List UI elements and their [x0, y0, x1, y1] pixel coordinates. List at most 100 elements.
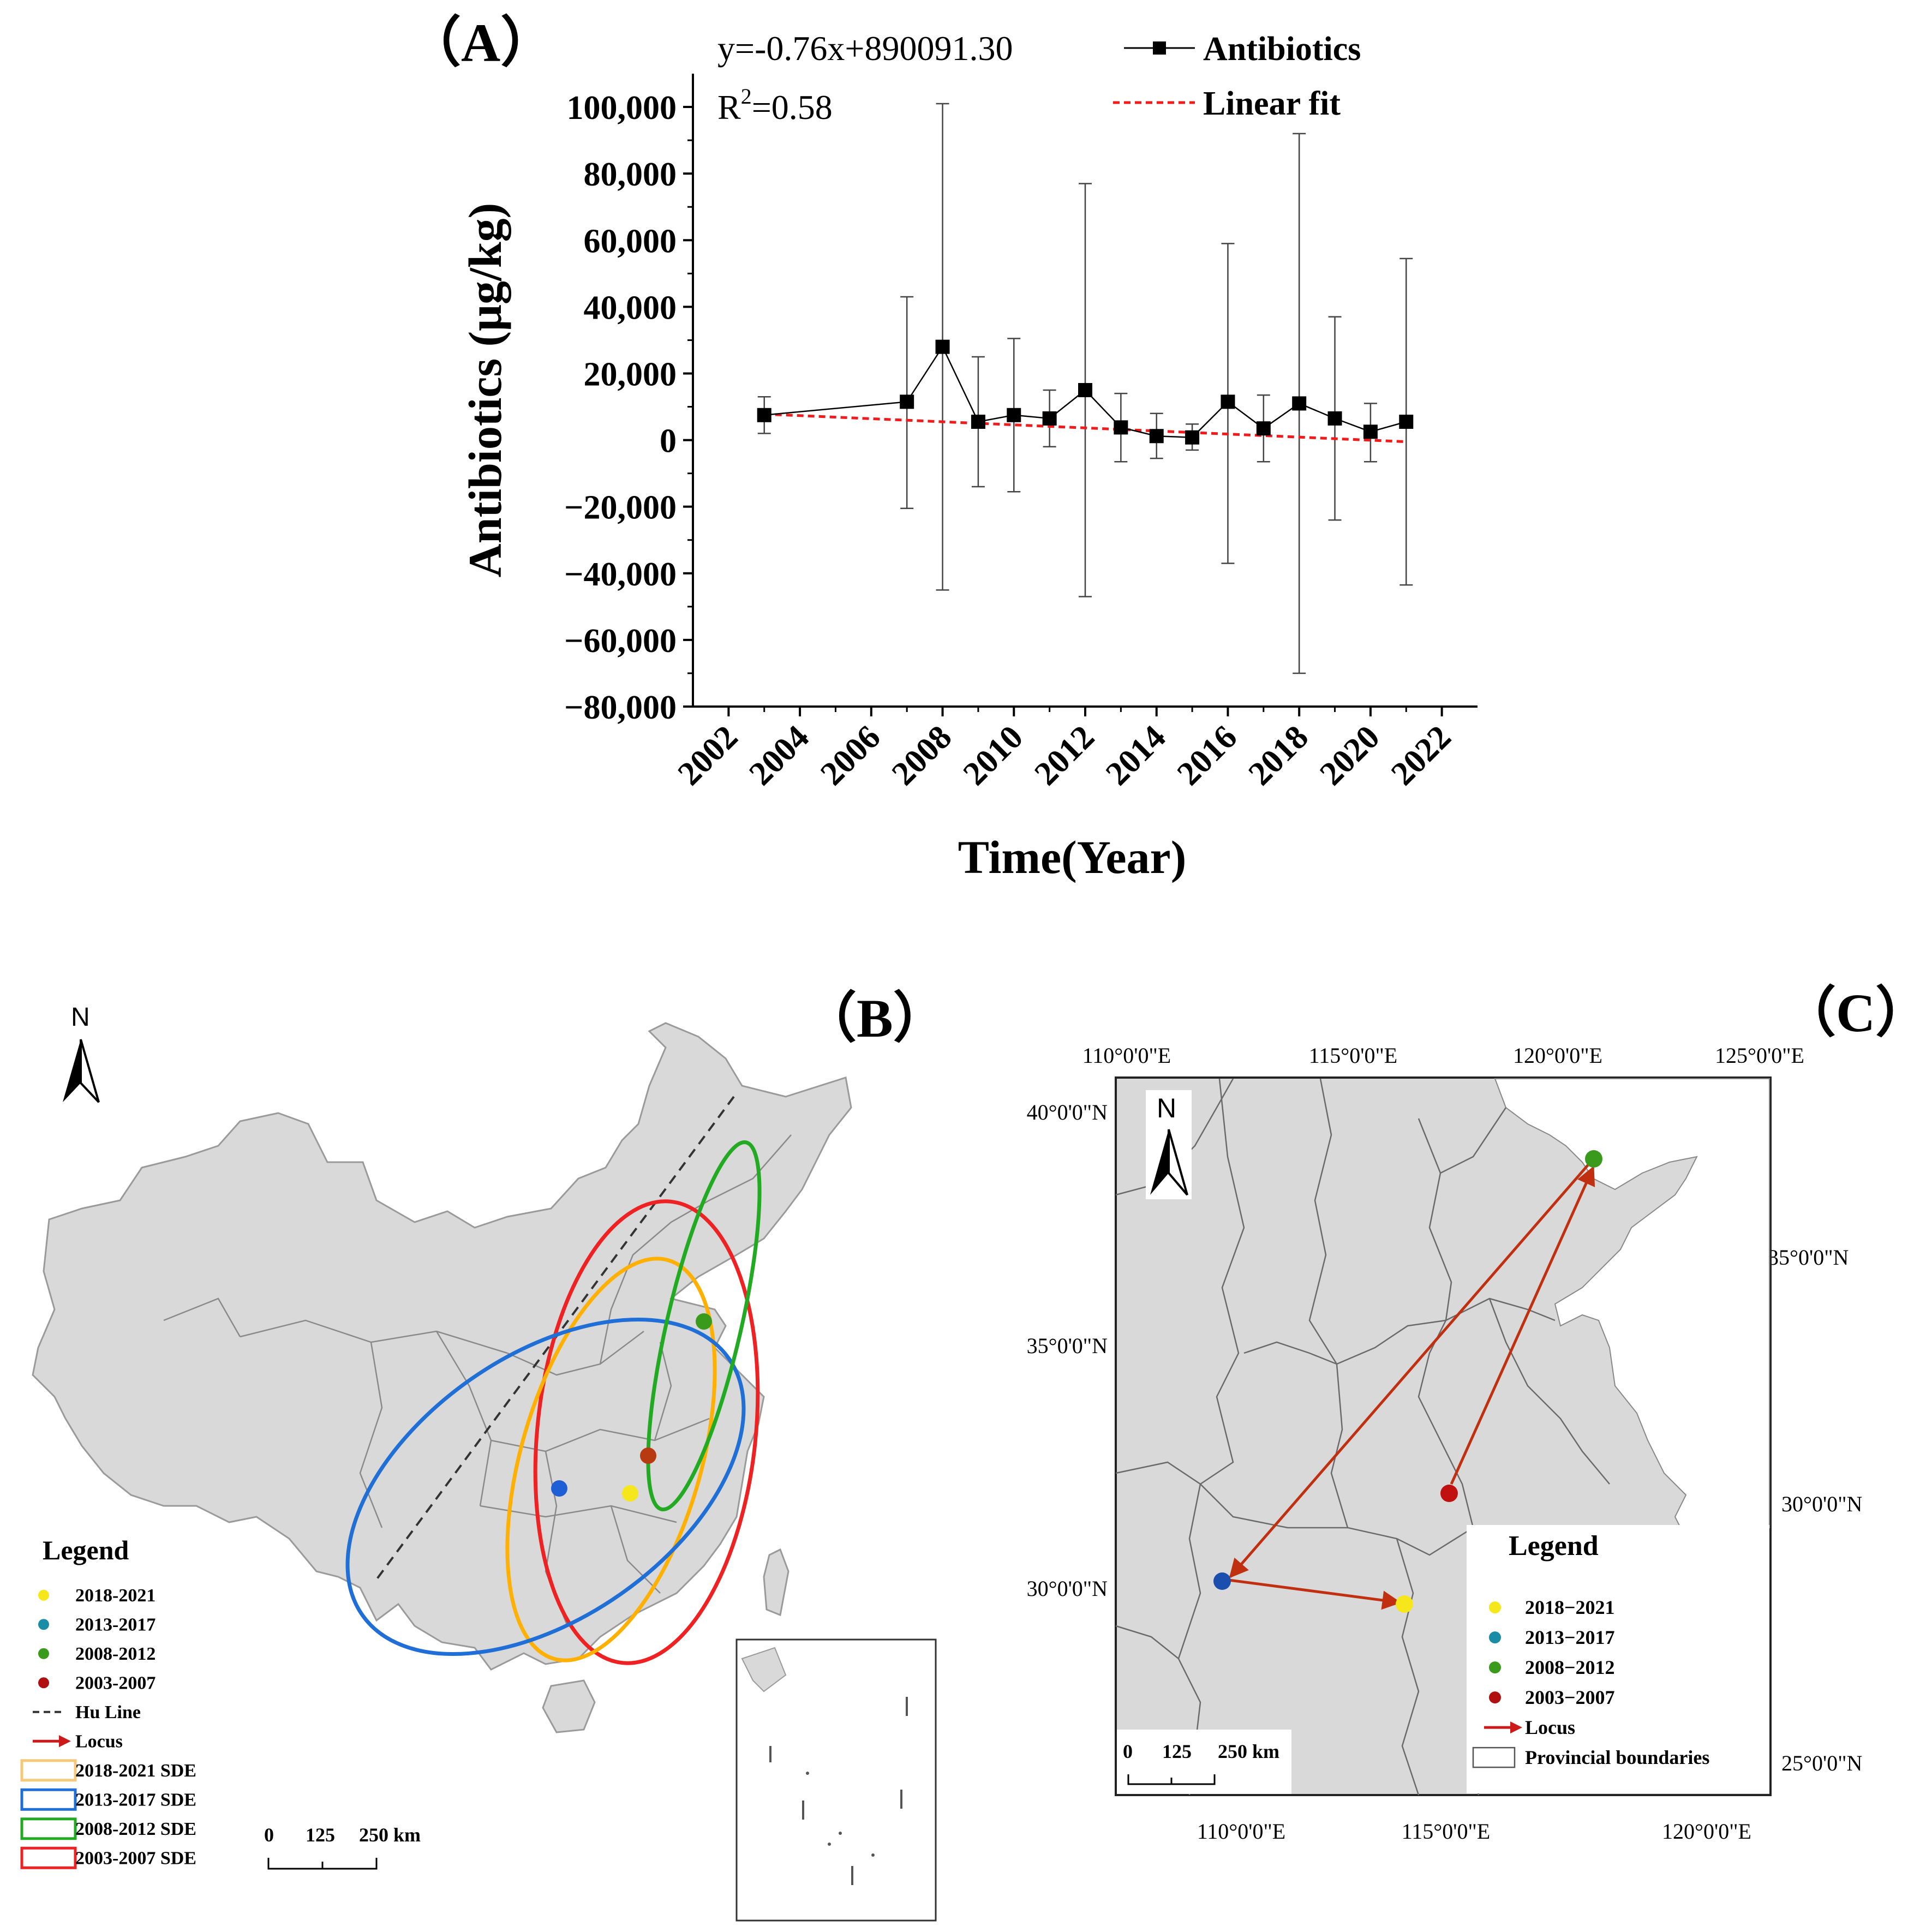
island-mark: [906, 1697, 908, 1716]
y-axis-title: Antibiotics (μg/kg): [459, 203, 511, 578]
c-right-tick-35: 35°0'0"N: [1768, 1245, 1849, 1270]
r2-sup: 2: [741, 84, 752, 109]
island-dot: [828, 1843, 831, 1846]
antibiotics-point: [757, 408, 771, 422]
legend-c-bg: [1467, 1525, 1769, 1793]
legend-item-label: 2008-2012: [75, 1644, 155, 1664]
legend-fit-label: Linear fit: [1203, 85, 1341, 122]
y-tick-label: −40,000: [564, 556, 677, 593]
legend-box-icon: [20, 1788, 77, 1811]
panel-a: （A） y=-0.76x+890091.30 R2=0.58 Antibioti…: [406, 13, 1478, 883]
c-top-tick-125: 125°0'0"E: [1715, 1043, 1804, 1068]
c-left-tick-35: 35°0'0"N: [1027, 1333, 1108, 1358]
north-arrow-b: N: [63, 1003, 100, 1103]
panel-c: （C） 110°0'0"E 115°0'0"E 120°0'0"E 125°0'…: [1027, 983, 1914, 1844]
island-mark: [802, 1801, 804, 1820]
antibiotics-point: [1221, 394, 1235, 409]
y-tick-label: −60,000: [564, 623, 677, 660]
c-bottom-tick-110: 110°0'0"E: [1197, 1819, 1285, 1844]
province-line: [1115, 1461, 1348, 1529]
scale-c-0: 0: [1123, 1740, 1133, 1762]
north-label-b: N: [71, 1003, 90, 1032]
island-mark: [769, 1746, 771, 1762]
legend-item-label: Hu Line: [75, 1702, 141, 1722]
c-bottom-tick-115: 115°0'0"E: [1402, 1819, 1490, 1844]
locus-2013-to-2018: [1224, 1578, 1402, 1610]
north-arrow-c: N: [1146, 1090, 1192, 1199]
province-line: [435, 1331, 492, 1506]
legend-dot-icon: [38, 1619, 49, 1630]
sde-ellipse-2008-2012: [646, 1140, 762, 1512]
r2-value: =0.58: [752, 88, 833, 127]
scale-c-bg: [1117, 1730, 1291, 1794]
x-tick-label: 2006: [814, 719, 888, 793]
antibiotics-point: [1149, 429, 1164, 444]
y-ticks: −80,000 −60,000 −40,000 −20,000 0 20,000 40,00…: [564, 89, 693, 726]
province-line: [1115, 1625, 1179, 1659]
x-tick-label: 2020: [1313, 719, 1387, 793]
legend-item-label: 2018-2021 SDE: [75, 1761, 196, 1781]
sde-ellipse-2003-2007: [533, 1199, 760, 1665]
x-tick-label: 2004: [742, 719, 816, 793]
sde-ellipse-2013-2017: [345, 1317, 746, 1656]
r2-prefix: R: [717, 88, 741, 127]
antibiotics-series-line: [764, 345, 1407, 438]
province-line: [507, 1331, 644, 1376]
province-line: [1488, 1298, 1610, 1485]
fit-equation: y=-0.76x+890091.30: [717, 29, 1013, 68]
legend-item-label: 2008-2012 SDE: [75, 1819, 196, 1839]
antibiotics-points: [757, 339, 1414, 445]
y-tick-label: 0: [660, 423, 677, 460]
legend-item-label: Provincial boundaries: [1525, 1746, 1709, 1768]
inset-coastline: [741, 1647, 787, 1692]
panel-b: （B） N: [20, 988, 948, 1922]
legend-box-icon: [20, 1759, 77, 1782]
taiwan-island: [763, 1548, 789, 1617]
province-lines-b: [163, 1134, 792, 1626]
center-2013-2017-b: [551, 1480, 567, 1497]
panel-c-label: （C）: [1781, 983, 1914, 1043]
province-line: [654, 1342, 672, 1441]
legend-dot-icon: [1489, 1601, 1501, 1614]
c-right-tick-25: 25°0'0"N: [1781, 1751, 1862, 1775]
legend-c-title: Legend: [1509, 1530, 1599, 1562]
x-tick-label: 2012: [1027, 719, 1102, 793]
y-tick-label: 20,000: [584, 356, 677, 393]
y-tick-label: 60,000: [584, 223, 677, 260]
y-tick-label: −80,000: [564, 689, 677, 726]
legend-box-icon: [20, 1817, 77, 1840]
antibiotics-point: [1078, 383, 1092, 397]
scale-bar-c: 0 125 250 km: [1117, 1730, 1291, 1794]
panel-a-label: （A）: [406, 13, 555, 73]
province-line: [163, 1297, 241, 1337]
antibiotics-point: [1399, 415, 1414, 429]
island-dot: [806, 1772, 809, 1775]
locus-2003-to-2008: [1450, 1165, 1595, 1485]
north-arrow-c-right-icon: [1168, 1129, 1188, 1196]
legend-box-icon: [1472, 1746, 1516, 1768]
north-arrow-left-icon: [63, 1039, 81, 1102]
c-top-tick-110: 110°0'0"E: [1082, 1043, 1171, 1068]
center-2008-2012-b: [696, 1313, 712, 1330]
c-point-2013-2017: [1213, 1572, 1231, 1590]
china-map: [32, 1022, 852, 1671]
legend-item-label: Locus: [1525, 1716, 1575, 1738]
scale-b-250: 250 km: [359, 1824, 421, 1846]
legend-c: Legend 2018−2021 2013−2017 2008−2012 2003−2…: [1467, 1525, 1769, 1793]
panel-b-label: （B）: [802, 988, 948, 1049]
legend-item-label: 2013-2017: [75, 1615, 155, 1635]
hainan-island: [542, 1679, 596, 1733]
y-tick-label: 40,000: [584, 289, 677, 326]
legend-item-label: 2018-2021: [75, 1586, 155, 1606]
legend-item-label: 2013-2017 SDE: [75, 1790, 196, 1810]
province-line: [491, 1417, 710, 1452]
antibiotics-point: [1327, 411, 1342, 426]
c-point-2008-2012: [1585, 1150, 1602, 1168]
legend-arrowhead-icon: [1510, 1721, 1522, 1734]
north-arrow-c-left-icon: [1150, 1129, 1169, 1195]
province-line: [599, 1222, 672, 1365]
center-2003-2007-b: [640, 1447, 656, 1464]
c-top-tick-120: 120°0'0"E: [1513, 1043, 1602, 1068]
legend-item-label: 2018−2021: [1525, 1596, 1615, 1618]
antibiotics-point: [1292, 396, 1307, 411]
